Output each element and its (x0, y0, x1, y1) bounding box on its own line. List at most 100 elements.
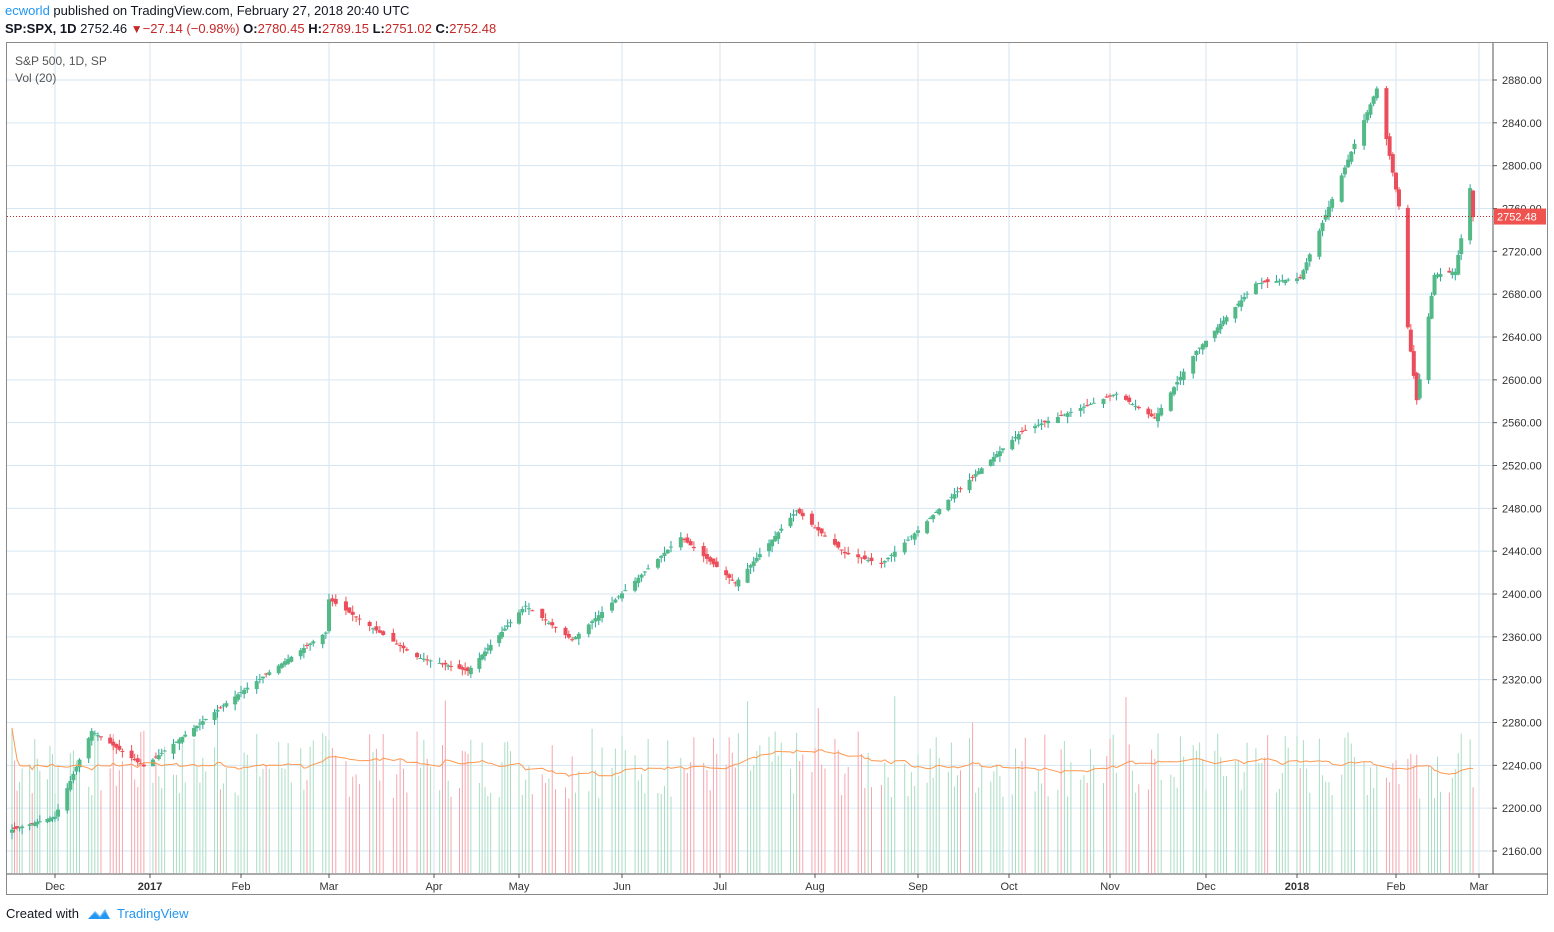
candle[interactable] (1280, 280, 1285, 282)
candle[interactable] (1146, 408, 1151, 415)
candle[interactable] (906, 539, 911, 541)
candle[interactable] (463, 668, 468, 671)
candle[interactable] (1453, 271, 1458, 276)
candle[interactable] (367, 621, 372, 627)
candle[interactable] (997, 451, 1002, 457)
candle[interactable] (197, 723, 202, 725)
candle[interactable] (655, 559, 660, 568)
candle[interactable] (902, 542, 907, 553)
candle[interactable] (859, 557, 864, 559)
candle[interactable] (708, 557, 713, 562)
candle[interactable] (1262, 280, 1267, 283)
candle[interactable] (404, 649, 409, 651)
candle[interactable] (665, 549, 670, 554)
candle[interactable] (212, 712, 217, 721)
candle[interactable] (979, 468, 984, 474)
candle[interactable] (530, 610, 535, 612)
candle[interactable] (1204, 340, 1208, 347)
candle[interactable] (203, 718, 208, 720)
candle[interactable] (970, 476, 975, 478)
candle[interactable] (1301, 270, 1306, 280)
author-link[interactable]: ecworld (5, 3, 50, 18)
candle[interactable] (678, 537, 683, 548)
candle[interactable] (301, 647, 306, 653)
candle[interactable] (483, 651, 487, 657)
candle[interactable] (882, 560, 887, 563)
candle[interactable] (767, 543, 772, 552)
candle[interactable] (32, 822, 37, 826)
candle[interactable] (1456, 254, 1461, 275)
candle[interactable] (135, 758, 140, 763)
candle[interactable] (1242, 296, 1247, 300)
candle[interactable] (327, 599, 331, 632)
candle[interactable] (1156, 413, 1160, 422)
candle[interactable] (15, 826, 20, 829)
candle[interactable] (502, 628, 507, 631)
candle[interactable] (218, 707, 223, 709)
candle[interactable] (1197, 347, 1202, 349)
candle[interactable] (159, 752, 164, 754)
candle[interactable] (194, 725, 199, 729)
candle[interactable] (1033, 426, 1038, 429)
candle[interactable] (1078, 407, 1083, 411)
candle[interactable] (523, 605, 528, 607)
candle[interactable] (1426, 316, 1431, 381)
candle[interactable] (659, 555, 664, 558)
candle[interactable] (47, 818, 52, 822)
candle[interactable] (308, 643, 313, 645)
candle[interactable] (1387, 136, 1392, 156)
candle[interactable] (1408, 329, 1413, 352)
candle[interactable] (754, 557, 759, 562)
candle[interactable] (95, 735, 100, 737)
candle[interactable] (730, 579, 735, 581)
candle[interactable] (381, 631, 386, 635)
candle[interactable] (613, 599, 618, 603)
candle[interactable] (1172, 387, 1176, 395)
candle[interactable] (1326, 207, 1331, 218)
candle[interactable] (374, 626, 379, 631)
candle[interactable] (836, 541, 841, 548)
candle[interactable] (446, 665, 451, 667)
candle[interactable] (745, 568, 750, 583)
candle[interactable] (497, 635, 502, 644)
candle[interactable] (800, 512, 805, 517)
candle[interactable] (1114, 393, 1119, 395)
candle[interactable] (967, 479, 972, 491)
candle[interactable] (846, 552, 851, 555)
candle[interactable] (1435, 274, 1440, 278)
candle[interactable] (415, 652, 420, 658)
candle[interactable] (1405, 207, 1410, 328)
candle[interactable] (1432, 274, 1437, 295)
candle[interactable] (590, 621, 595, 624)
candle[interactable] (12, 827, 17, 829)
candle[interactable] (53, 816, 57, 819)
candle[interactable] (1023, 429, 1028, 431)
candle[interactable] (305, 645, 309, 647)
candle[interactable] (751, 561, 756, 566)
candle[interactable] (120, 751, 125, 753)
candle[interactable] (623, 590, 628, 592)
candle[interactable] (183, 734, 188, 737)
candle[interactable] (418, 657, 423, 659)
candle[interactable] (842, 551, 847, 554)
candle[interactable] (892, 551, 897, 557)
candle[interactable] (233, 696, 238, 705)
candle[interactable] (485, 648, 490, 650)
candle[interactable] (1136, 406, 1141, 409)
candle[interactable] (1253, 283, 1258, 295)
candle[interactable] (925, 521, 930, 534)
candle[interactable] (20, 826, 25, 829)
candle[interactable] (480, 654, 485, 660)
candle[interactable] (1178, 376, 1183, 381)
candle[interactable] (1307, 254, 1312, 262)
candle[interactable] (443, 662, 448, 665)
candle[interactable] (1013, 436, 1018, 439)
candle[interactable] (1374, 88, 1379, 99)
candle[interactable] (257, 678, 262, 680)
candle[interactable] (477, 658, 482, 669)
candle[interactable] (727, 574, 732, 578)
candle[interactable] (132, 758, 137, 761)
candle[interactable] (889, 554, 894, 557)
candle[interactable] (1215, 327, 1220, 333)
